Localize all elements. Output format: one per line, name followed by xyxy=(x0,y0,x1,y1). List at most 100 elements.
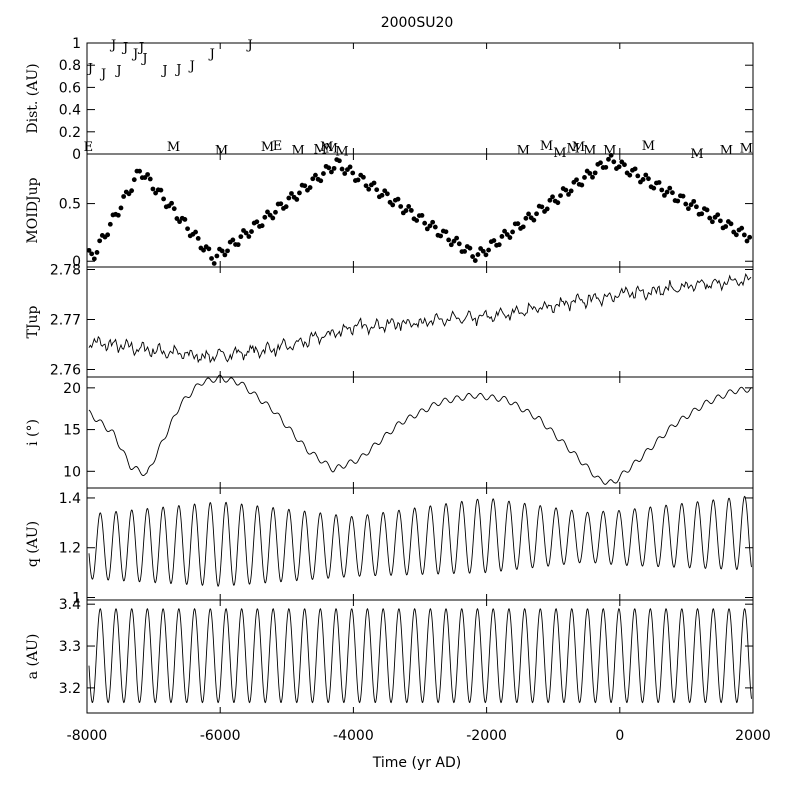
moid-point xyxy=(622,162,627,168)
encounter-marker: M xyxy=(335,145,348,160)
moid-point xyxy=(86,247,92,253)
moid-point xyxy=(502,228,507,234)
moid-point xyxy=(171,206,177,212)
moid-point xyxy=(646,176,651,182)
encounter-marker: M xyxy=(291,144,304,159)
moid-point xyxy=(195,235,201,241)
moid-point xyxy=(105,232,111,238)
moid-point xyxy=(390,202,396,208)
moid-point xyxy=(360,174,366,180)
moid-point xyxy=(520,224,526,230)
moid-point xyxy=(158,187,164,193)
moid-point xyxy=(563,187,569,193)
moid-point xyxy=(550,194,555,200)
moid-point xyxy=(347,164,353,170)
panel-q: 1 1.2 1.4 q (AU) xyxy=(25,487,754,607)
moid-point xyxy=(685,206,691,212)
moid-point xyxy=(321,171,326,176)
moid-point xyxy=(733,232,739,238)
moid-point xyxy=(467,245,473,251)
moid-point xyxy=(659,187,665,193)
moid-point xyxy=(339,166,345,172)
moid-point xyxy=(408,208,414,213)
moid-point xyxy=(462,248,468,254)
encounter-marker: M xyxy=(517,144,530,159)
y-axis-label: MOIDJup xyxy=(25,177,41,243)
moid-point xyxy=(526,211,531,217)
moid-point xyxy=(318,178,324,184)
series-line-q xyxy=(88,495,752,587)
moid-point xyxy=(544,206,550,212)
moid-point xyxy=(454,235,460,241)
encounter-marker: M xyxy=(325,141,338,156)
encounter-marker: J xyxy=(121,40,128,55)
moid-point xyxy=(219,248,225,254)
series-line-tjup xyxy=(88,273,752,364)
moid-point xyxy=(355,177,361,183)
panel-tjup: 2.76 2.77 2.78 TJup xyxy=(25,263,754,379)
y-tick-label: 0.6 xyxy=(59,80,81,96)
moid-point xyxy=(89,251,95,257)
moid-point xyxy=(470,254,476,259)
y-tick-label: 15 xyxy=(63,423,81,439)
moid-point xyxy=(456,241,462,247)
moid-point xyxy=(558,193,563,199)
y-tick-label: 1 xyxy=(72,591,81,607)
moid-point xyxy=(177,219,182,225)
y-axis-label: a (AU) xyxy=(25,634,41,680)
panel-frame xyxy=(86,153,754,268)
moid-point xyxy=(137,168,143,174)
moid-point xyxy=(587,170,593,176)
moid-point xyxy=(169,200,174,206)
y-tick-label: 3.2 xyxy=(59,681,81,697)
moid-point xyxy=(174,216,180,221)
y-tick-label: 0.4 xyxy=(59,103,81,119)
moid-point xyxy=(491,238,497,243)
x-tick-label: -6000 xyxy=(200,728,241,744)
moid-point xyxy=(579,182,585,188)
moid-point xyxy=(523,215,529,221)
panel-inc: 10 15 20 i (°) xyxy=(25,374,754,489)
moid-point xyxy=(286,195,292,201)
moid-point xyxy=(384,191,390,197)
moid-point xyxy=(366,186,372,192)
moid-point xyxy=(475,252,481,257)
y-tick-label: 3.3 xyxy=(59,639,81,655)
moid-point xyxy=(206,246,212,252)
moid-point xyxy=(744,238,750,244)
moid-point xyxy=(379,192,385,198)
encounter-marker: M xyxy=(567,141,580,156)
moid-point xyxy=(222,252,228,258)
y-tick-label: 0 xyxy=(72,147,81,163)
moid-point xyxy=(555,200,561,206)
moid-point xyxy=(403,208,409,213)
x-tick-label: -4000 xyxy=(333,728,374,744)
x-tick-label: -8000 xyxy=(67,728,108,744)
encounter-marker: J xyxy=(174,63,181,78)
moid-point xyxy=(289,191,294,196)
moid-point xyxy=(310,176,316,182)
moid-point xyxy=(670,190,675,196)
moid-point xyxy=(699,211,705,217)
moid-point xyxy=(582,175,587,180)
moid-point xyxy=(225,248,230,254)
y-tick-label: 0.2 xyxy=(59,125,81,141)
moid-point xyxy=(115,212,121,218)
moid-point xyxy=(448,242,454,248)
moid-point xyxy=(675,198,681,204)
series-line-inc xyxy=(88,374,752,485)
panel-frame xyxy=(86,42,754,155)
panel-moid: 0 0.5 MOIDJup xyxy=(25,152,754,270)
y-axis-label: i (°) xyxy=(25,419,41,446)
panel-a: 3.2 3.3 3.4 a (AU) xyxy=(25,597,754,714)
moid-point xyxy=(350,170,356,176)
encounter-marker: J xyxy=(188,59,195,74)
encounter-marker: J xyxy=(109,38,116,53)
encounter-marker: J xyxy=(86,61,93,76)
moid-point xyxy=(283,204,289,210)
y-axis-label: q (AU) xyxy=(25,521,41,567)
moid-point xyxy=(472,258,478,263)
moid-point xyxy=(307,185,313,190)
encounter-marker: E xyxy=(84,140,94,155)
